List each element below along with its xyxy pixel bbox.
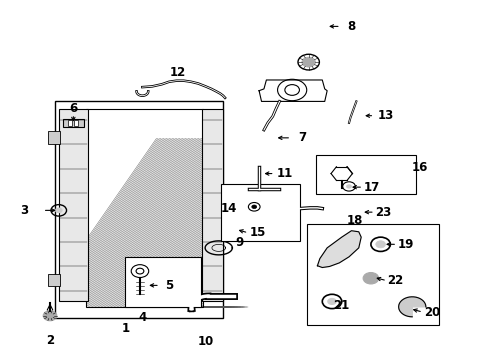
Bar	[62, 118, 84, 127]
Text: 20: 20	[423, 306, 439, 319]
Bar	[316, 155, 415, 194]
Text: 1: 1	[121, 322, 129, 335]
Bar	[86, 109, 203, 307]
Text: 4: 4	[138, 311, 146, 324]
Bar	[59, 109, 88, 301]
Polygon shape	[317, 231, 361, 267]
Text: 21: 21	[333, 299, 349, 312]
Polygon shape	[398, 297, 425, 317]
Text: 22: 22	[386, 274, 403, 287]
Text: 15: 15	[249, 226, 265, 239]
Text: 2: 2	[46, 333, 54, 347]
Circle shape	[326, 298, 336, 305]
Bar	[306, 224, 438, 325]
Text: 3: 3	[20, 204, 29, 217]
Polygon shape	[259, 80, 326, 102]
Text: 7: 7	[297, 131, 305, 144]
Text: 18: 18	[346, 213, 363, 226]
Bar	[74, 120, 78, 126]
Text: 5: 5	[164, 279, 173, 292]
Bar	[55, 102, 222, 318]
Text: 11: 11	[276, 167, 292, 180]
Circle shape	[301, 57, 315, 67]
Circle shape	[363, 273, 378, 284]
Bar	[125, 257, 201, 307]
Text: 6: 6	[69, 102, 77, 115]
Text: 14: 14	[220, 202, 237, 215]
Text: 9: 9	[235, 236, 243, 249]
Text: 8: 8	[346, 20, 355, 33]
Bar	[48, 274, 60, 287]
Circle shape	[375, 241, 385, 248]
Text: 12: 12	[169, 66, 185, 79]
Text: 17: 17	[363, 181, 379, 194]
Text: 16: 16	[410, 161, 427, 174]
Text: 13: 13	[377, 109, 393, 122]
Circle shape	[43, 311, 57, 321]
Text: 10: 10	[197, 335, 213, 348]
Bar	[221, 184, 299, 241]
Circle shape	[346, 184, 351, 189]
Text: 19: 19	[397, 238, 413, 251]
Bar	[68, 120, 72, 126]
Circle shape	[251, 205, 256, 208]
Bar	[48, 131, 60, 144]
Bar	[86, 109, 203, 307]
Bar	[201, 109, 222, 301]
Text: 23: 23	[375, 206, 391, 219]
Circle shape	[55, 207, 62, 213]
